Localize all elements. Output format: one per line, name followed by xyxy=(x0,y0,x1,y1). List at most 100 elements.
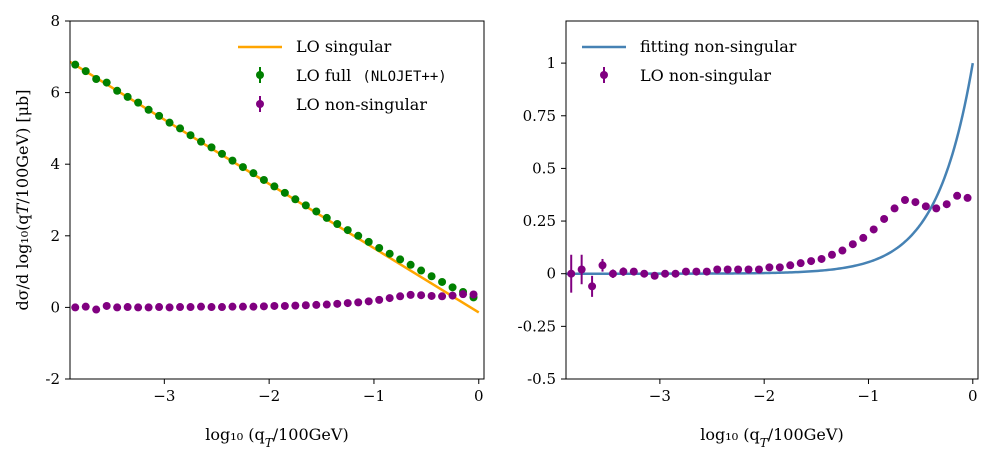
legend-label-lo-nonsingular: LO non-singular xyxy=(296,95,427,114)
right-point-lo-non-singular xyxy=(838,246,847,255)
left-y-tick-label: 4 xyxy=(50,155,60,173)
left-y-tick-label: 6 xyxy=(50,84,60,102)
left-point-lo-non-singular xyxy=(217,303,226,312)
right-point-lo-non-singular xyxy=(629,267,638,276)
left-y-tick-label: 0 xyxy=(50,298,60,316)
legend-lo-full-suffix: (NLOJET++) xyxy=(362,69,446,85)
right-point-lo-non-singular xyxy=(692,267,701,276)
left-point-lo-full xyxy=(228,156,237,165)
right-point-lo-non-singular xyxy=(859,233,868,242)
right-x-tick-label: 0 xyxy=(968,387,978,405)
right-point-lo-non-singular xyxy=(702,267,711,276)
left-point-lo-full xyxy=(259,175,268,184)
right-ticks: −3 −2 −1 0 -0.5 -0.25 0 0.25 0.5 0.75 1 xyxy=(518,54,978,405)
left-point-lo-non-singular xyxy=(469,290,478,299)
right-y-tick-label: -0.5 xyxy=(527,370,556,388)
right-point-lo-non-singular xyxy=(921,202,930,211)
right-x-tick-label: −3 xyxy=(649,387,671,405)
left-point-lo-non-singular xyxy=(354,298,363,307)
left-point-lo-non-singular xyxy=(197,302,206,311)
left-point-lo-non-singular xyxy=(259,302,268,311)
left-point-lo-non-singular xyxy=(343,299,352,308)
right-point-lo-non-singular xyxy=(817,254,826,263)
right-point-lo-non-singular xyxy=(796,259,805,268)
right-series-group xyxy=(566,62,975,297)
left-legend: LO singular LO full (NLOJET++) LO non-si… xyxy=(238,37,447,114)
left-point-lo-non-singular xyxy=(270,301,279,310)
left-point-lo-full xyxy=(333,219,342,228)
left-point-lo-non-singular xyxy=(448,291,457,300)
right-point-lo-non-singular xyxy=(734,265,743,274)
right-point-lo-non-singular xyxy=(963,193,972,202)
left-x-axis-label: log₁₀ (qT/100GeV) xyxy=(205,425,348,450)
left-point-lo-full xyxy=(448,283,457,292)
left-point-lo-full xyxy=(322,213,331,222)
left-point-lo-non-singular xyxy=(291,301,300,310)
left-series-group xyxy=(70,60,480,314)
left-point-lo-non-singular xyxy=(71,303,80,312)
right-point-lo-non-singular xyxy=(713,265,722,274)
right-y-tick-label: 1 xyxy=(546,54,556,72)
left-point-lo-full xyxy=(113,86,122,95)
right-axes-frame xyxy=(565,20,979,380)
right-point-lo-non-singular xyxy=(880,214,889,223)
left-point-lo-non-singular xyxy=(207,303,216,312)
left-plot-area xyxy=(70,60,480,314)
right-point-lo-non-singular xyxy=(567,269,576,278)
right-legend: fitting non-singular LO non-singular xyxy=(582,37,797,85)
left-point-lo-full xyxy=(354,231,363,240)
right-y-tick-label: 0.25 xyxy=(523,212,556,230)
left-point-lo-non-singular xyxy=(385,294,394,303)
left-point-lo-non-singular xyxy=(92,305,101,314)
left-point-lo-non-singular xyxy=(375,295,384,304)
left-point-lo-non-singular xyxy=(81,302,90,311)
legend-label-lo-full: LO full (NLOJET++) xyxy=(296,66,447,85)
legend-label-lo-singular: LO singular xyxy=(296,37,392,56)
left-x-tick-label: −3 xyxy=(153,387,175,405)
left-point-lo-non-singular xyxy=(102,301,111,310)
left-point-lo-full xyxy=(123,92,132,101)
left-point-lo-full xyxy=(71,60,80,69)
right-point-lo-non-singular xyxy=(765,263,774,272)
right-x-tick-label: −1 xyxy=(857,387,879,405)
left-point-lo-non-singular xyxy=(249,302,258,311)
left-point-lo-full xyxy=(343,226,352,235)
left-point-lo-full xyxy=(186,131,195,140)
right-panel: −3 −2 −1 0 -0.5 -0.25 0 0.25 0.5 0.75 1 log₁₀ (qT/… xyxy=(518,20,979,450)
right-point-lo-non-singular xyxy=(807,257,816,266)
left-point-lo-non-singular xyxy=(123,303,132,312)
left-point-lo-non-singular xyxy=(134,303,143,312)
left-ticks: −3 −2 −1 0 -2 0 2 4 6 8 xyxy=(45,12,483,405)
left-point-lo-non-singular xyxy=(228,302,237,311)
left-point-lo-non-singular xyxy=(396,292,405,301)
right-series-line-fitting-non-singular xyxy=(566,62,975,275)
left-point-lo-full xyxy=(197,137,206,146)
legend-marker-right-nonsingular xyxy=(600,71,608,79)
left-y-tick-label: 2 xyxy=(50,227,60,245)
left-point-lo-full xyxy=(165,118,174,127)
right-plot-area xyxy=(566,62,975,297)
left-point-lo-full xyxy=(81,67,90,76)
right-point-lo-non-singular xyxy=(827,250,836,259)
left-point-lo-full xyxy=(291,195,300,204)
left-point-lo-non-singular xyxy=(113,303,122,312)
right-y-tick-label: 0.75 xyxy=(523,107,556,125)
right-point-lo-non-singular xyxy=(608,269,617,278)
left-point-lo-non-singular xyxy=(165,303,174,312)
right-point-lo-non-singular xyxy=(640,269,649,278)
right-point-lo-non-singular xyxy=(588,282,597,291)
left-point-lo-full xyxy=(417,266,426,275)
left-point-lo-non-singular xyxy=(459,290,468,299)
right-y-tick-label: 0.5 xyxy=(532,159,556,177)
left-point-lo-non-singular xyxy=(438,292,447,301)
right-point-lo-non-singular xyxy=(890,204,899,213)
left-point-lo-full xyxy=(427,272,436,281)
left-point-lo-full xyxy=(270,182,279,191)
right-point-lo-non-singular xyxy=(619,267,628,276)
right-point-lo-non-singular xyxy=(744,265,753,274)
right-point-lo-non-singular xyxy=(598,261,607,270)
left-point-lo-full xyxy=(155,111,164,120)
right-point-lo-non-singular xyxy=(577,265,586,274)
right-x-axis-label: log₁₀ (qT/100GeV) xyxy=(700,425,843,450)
